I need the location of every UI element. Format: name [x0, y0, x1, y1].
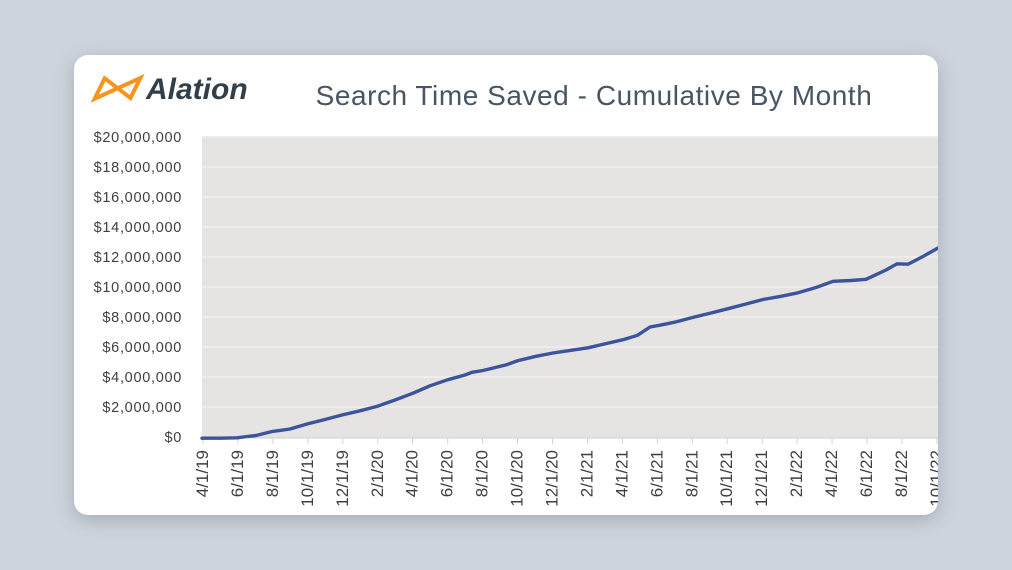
svg-text:4/1/22: 4/1/22: [822, 450, 841, 497]
svg-text:$20,000,000: $20,000,000: [94, 130, 182, 146]
svg-text:12/1/20: 12/1/20: [543, 450, 562, 507]
svg-text:$16,000,000: $16,000,000: [94, 190, 182, 206]
svg-text:$8,000,000: $8,000,000: [102, 310, 182, 326]
svg-text:8/1/21: 8/1/21: [682, 450, 701, 497]
svg-text:$0: $0: [164, 430, 182, 446]
svg-text:8/1/22: 8/1/22: [892, 450, 911, 497]
svg-text:6/1/21: 6/1/21: [647, 450, 666, 497]
svg-text:$10,000,000: $10,000,000: [94, 280, 182, 296]
svg-text:4/1/21: 4/1/21: [612, 450, 631, 497]
svg-text:4/1/19: 4/1/19: [193, 450, 212, 497]
svg-text:$18,000,000: $18,000,000: [94, 160, 182, 176]
svg-text:8/1/20: 8/1/20: [473, 450, 492, 497]
svg-text:12/1/19: 12/1/19: [333, 450, 352, 507]
svg-text:2/1/21: 2/1/21: [578, 450, 597, 497]
svg-text:$2,000,000: $2,000,000: [102, 400, 182, 416]
svg-text:10/1/19: 10/1/19: [298, 450, 317, 507]
svg-text:2/1/22: 2/1/22: [787, 450, 806, 497]
svg-text:6/1/19: 6/1/19: [228, 450, 247, 497]
svg-text:$6,000,000: $6,000,000: [102, 340, 182, 356]
svg-text:$4,000,000: $4,000,000: [102, 370, 182, 386]
svg-text:$14,000,000: $14,000,000: [94, 220, 182, 236]
svg-text:Search Time Saved - Cumulative: Search Time Saved - Cumulative By Month: [316, 80, 873, 111]
svg-text:$12,000,000: $12,000,000: [94, 250, 182, 266]
svg-text:8/1/19: 8/1/19: [263, 450, 282, 497]
svg-text:10/1/22: 10/1/22: [927, 450, 938, 507]
svg-text:2/1/20: 2/1/20: [368, 450, 387, 497]
svg-text:6/1/22: 6/1/22: [857, 450, 876, 497]
svg-text:10/1/20: 10/1/20: [508, 450, 527, 507]
svg-text:12/1/21: 12/1/21: [752, 450, 771, 507]
svg-text:Alation: Alation: [145, 73, 248, 106]
svg-text:10/1/21: 10/1/21: [717, 450, 736, 507]
svg-text:6/1/20: 6/1/20: [438, 450, 457, 497]
svg-text:4/1/20: 4/1/20: [403, 450, 422, 497]
